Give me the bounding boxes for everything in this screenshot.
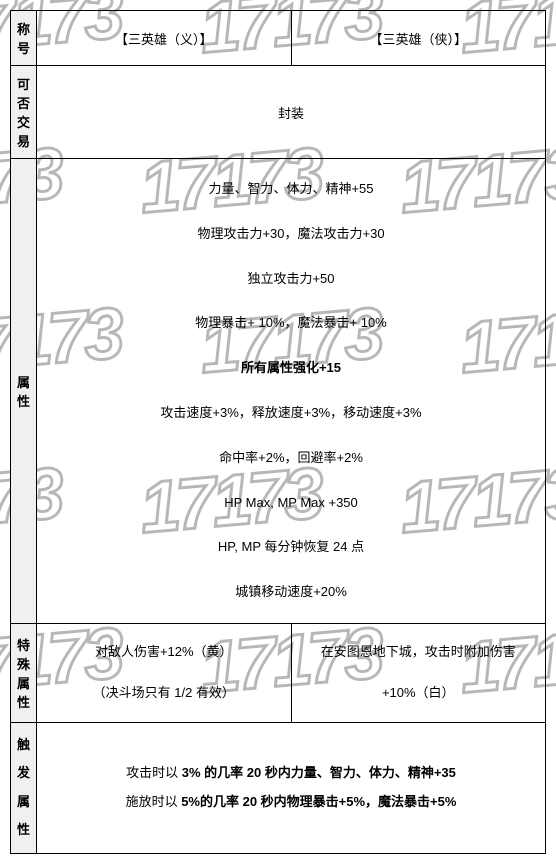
attributes-row: 属性 力量、智力、体力、精神+55物理攻击力+30，魔法攻击力+30独立攻击力+…	[11, 159, 546, 624]
attribute-line: 力量、智力、体力、精神+55	[43, 167, 539, 212]
special-left-cell: 对敌人伤害+12%（黄）（决斗场只有 1/2 有效）	[37, 623, 291, 722]
title-row: 称号 【三英雄（义）】 【三英雄（侠）】	[11, 11, 546, 66]
attribute-line: 城镇移动速度+20%	[43, 570, 539, 615]
special-attributes-row: 特殊属性 对敌人伤害+12%（黄）（决斗场只有 1/2 有效） 在安图恩地下城，…	[11, 623, 546, 722]
attribute-line: 独立攻击力+50	[43, 257, 539, 302]
special-line: （决斗场只有 1/2 有效）	[43, 673, 284, 714]
trigger-attributes-row: 触发属性 攻击时以 3% 的几率 20 秒内力量、智力、体力、精神+35施放时以…	[11, 722, 546, 853]
attribute-line: 所有属性强化+15	[43, 346, 539, 391]
attribute-line: HP, MP 每分钟恢复 24 点	[43, 525, 539, 570]
attribute-line: 物理攻击力+30，魔法攻击力+30	[43, 212, 539, 257]
trigger-line: 攻击时以 3% 的几率 20 秒内力量、智力、体力、精神+35	[43, 759, 539, 788]
row-label-attributes: 属性	[11, 159, 37, 624]
attribute-line: HP Max, MP Max +350	[43, 481, 539, 526]
trigger-cell: 攻击时以 3% 的几率 20 秒内力量、智力、体力、精神+35施放时以 5%的几…	[37, 722, 546, 853]
tradable-row: 可否交易 封装	[11, 66, 546, 159]
row-label-tradable: 可否交易	[11, 66, 37, 159]
attribute-line: 物理暴击+ 10%，魔法暴击+ 10%	[43, 301, 539, 346]
row-label-title: 称号	[11, 11, 37, 66]
row-label-special: 特殊属性	[11, 623, 37, 722]
item-attribute-table: 称号 【三英雄（义）】 【三英雄（侠）】 可否交易 封装 属性 力量、智力、体力…	[10, 10, 546, 854]
special-line: 对敌人伤害+12%（黄）	[43, 632, 284, 673]
trigger-line: 施放时以 5%的几率 20 秒内物理暴击+5%，魔法暴击+5%	[43, 788, 539, 817]
attribute-line: 攻击速度+3%，释放速度+3%，移动速度+3%	[43, 391, 539, 436]
attribute-line: 命中率+2%，回避率+2%	[43, 436, 539, 481]
special-right-cell: 在安图恩地下城，攻击时附加伤害+10%（白）	[291, 623, 546, 722]
tradable-value: 封装	[37, 66, 546, 159]
special-line: +10%（白）	[298, 673, 540, 714]
row-label-trigger: 触发属性	[11, 722, 37, 853]
attributes-cell: 力量、智力、体力、精神+55物理攻击力+30，魔法攻击力+30独立攻击力+50物…	[37, 159, 546, 624]
title-col-2: 【三英雄（侠）】	[291, 11, 546, 66]
title-col-1: 【三英雄（义）】	[37, 11, 291, 66]
special-line: 在安图恩地下城，攻击时附加伤害	[298, 632, 540, 673]
